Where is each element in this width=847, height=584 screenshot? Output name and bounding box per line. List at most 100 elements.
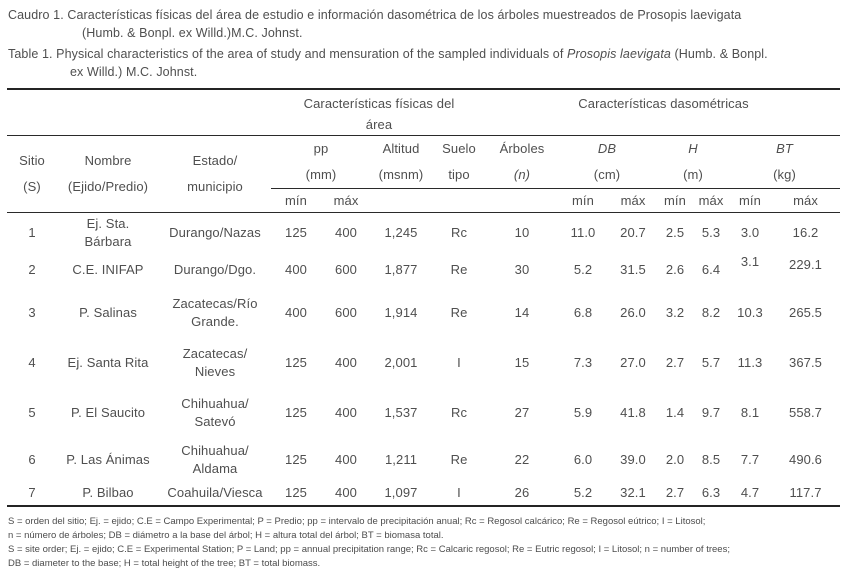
cell-db_max: 27.0	[609, 338, 657, 388]
header-db-unit: (cm)	[593, 167, 621, 182]
cell-suelo: Re	[431, 253, 487, 288]
caption-en-line2: ex Willd.) M.C. Johnst.	[70, 65, 198, 79]
cell-value: 15	[514, 354, 530, 370]
group-dasometric: Características dasométricas	[487, 89, 841, 136]
cell-suelo: Rc	[431, 213, 487, 253]
cell-pp_max: 600	[321, 253, 371, 288]
header-altitud-label: Altitud	[382, 141, 420, 156]
cell-n: 14	[487, 288, 557, 338]
cell-value: 265.5	[788, 304, 823, 320]
cell-bt_min: 4.7	[729, 482, 771, 506]
cell-value: 400	[335, 485, 357, 500]
cell-value: 125	[285, 404, 307, 420]
minmax-header-row: mín máx mín máx mín máx mín máx	[7, 188, 841, 213]
header-bt-label: BT	[776, 141, 793, 156]
column-header-row: Sitio (S) Nombre (Ejido/Predio) Estado/ …	[7, 135, 841, 213]
header-pp-max: máx	[321, 188, 371, 213]
header-sitio: Sitio (S)	[7, 135, 57, 213]
cell-db_max: 26.0	[609, 288, 657, 338]
cell-pp_max: 400	[321, 338, 371, 388]
cell-pp_max: 600	[321, 288, 371, 338]
cell-value: C.E. INIFAP	[72, 262, 144, 277]
cell-value: P. Salinas	[79, 304, 137, 320]
cell-value: 125	[285, 451, 307, 467]
cell-bt_max: 16.2	[771, 213, 840, 253]
group-physical: Características físicas del área	[271, 89, 487, 136]
cell-h_min: 2.6	[657, 253, 693, 288]
cell-value: I	[457, 354, 461, 370]
cell-pp_max: 400	[321, 438, 371, 482]
cell-db_max: 41.8	[609, 388, 657, 438]
footnote-line: S = orden del sitio; Ej. = ejido; C.E = …	[8, 515, 706, 527]
header-nombre: Nombre (Ejido/Predio)	[57, 135, 159, 213]
cell-h_max: 9.7	[693, 388, 729, 438]
cell-nombre: C.E. INIFAP	[57, 253, 159, 288]
header-estado: Estado/ municipio	[159, 135, 271, 213]
cell-value: 14	[514, 304, 530, 320]
table-header: Características físicas del área Caracte…	[7, 89, 841, 213]
cell-value: 400	[335, 354, 357, 370]
header-h-min: mín	[657, 188, 693, 213]
cell-suelo: I	[431, 482, 487, 506]
table-row: 6 P. Las Ánimas Chihuahua/ Aldama 125 400 1,2…	[7, 438, 840, 482]
cell-value: Re	[450, 262, 468, 277]
header-h-label: H	[688, 141, 698, 156]
cell-value: 32.1	[620, 485, 646, 500]
header-arboles: Árboles (n)	[487, 135, 557, 189]
cell-value: 400	[285, 304, 307, 320]
table-row: 2 C.E. INIFAP Durango/Dgo. 400 600 1,877 Re 30 5…	[7, 253, 840, 288]
cell-db_min: 6.0	[557, 438, 609, 482]
caption-en-text-post: (Humb. & Bonpl.	[670, 47, 768, 61]
cell-pp_min: 400	[271, 288, 321, 338]
cell-pp_max: 400	[321, 213, 371, 253]
cell-pp_min: 125	[271, 213, 321, 253]
cell-value: 5.3	[701, 224, 721, 240]
cell-bt_min: 10.3	[729, 288, 771, 338]
cell-suelo: Rc	[431, 388, 487, 438]
cell-bt_max: 558.7	[771, 388, 840, 438]
empty-cell	[7, 89, 271, 136]
cell-db_max: 32.1	[609, 482, 657, 506]
cell-pp_min: 125	[271, 438, 321, 482]
cell-value: 1,211	[384, 451, 418, 467]
cell-pp_min: 125	[271, 338, 321, 388]
cell-h_max: 6.4	[693, 253, 729, 288]
cell-value: Ej. Santa Rita	[67, 354, 149, 370]
cell-value: 2.7	[665, 485, 685, 500]
cell-value: 3.1	[740, 254, 760, 269]
cell-value: 1,914	[384, 304, 418, 320]
cell-value: 7	[28, 485, 36, 500]
cell-value: 26	[514, 485, 530, 500]
cell-value: 2.5	[665, 224, 685, 240]
cell-pp_max: 400	[321, 482, 371, 506]
header-pp: pp (mm)	[271, 135, 371, 189]
cell-value: Chihuahua/ Aldama	[181, 442, 249, 476]
cell-value: 1	[28, 224, 36, 240]
cell-bt_max: 117.7	[771, 482, 840, 506]
cell-h_max: 8.5	[693, 438, 729, 482]
cell-h_min: 3.2	[657, 288, 693, 338]
cell-s: 4	[7, 338, 57, 388]
cell-value: 3.0	[740, 224, 760, 240]
cell-value: 1.4	[665, 404, 685, 420]
empty-cell	[371, 188, 557, 213]
footnote-line: S = site order; Ej. = ejido; C.E = Exper…	[8, 543, 730, 555]
cell-value: Coahuila/Viesca	[167, 485, 263, 500]
cell-value: 26.0	[620, 304, 646, 320]
cell-value: 600	[335, 262, 357, 277]
cell-value: 5.9	[573, 404, 593, 420]
cell-altitud: 2,001	[371, 338, 431, 388]
header-pp-min: mín	[271, 188, 321, 213]
cell-value: 4.7	[740, 485, 760, 500]
cell-bt_min: 7.7	[729, 438, 771, 482]
cell-estado: Chihuahua/ Satevó	[159, 388, 271, 438]
cell-value: 600	[335, 304, 357, 320]
cell-value: 22	[514, 451, 530, 467]
cell-value: I	[457, 485, 461, 500]
cell-estado: Chihuahua/ Aldama	[159, 438, 271, 482]
header-suelo-label: Suelo	[442, 141, 476, 156]
cell-value: 10.3	[737, 304, 763, 320]
cell-estado: Coahuila/Viesca	[159, 482, 271, 506]
cell-value: Rc	[450, 404, 468, 420]
cell-estado: Durango/Dgo.	[159, 253, 271, 288]
